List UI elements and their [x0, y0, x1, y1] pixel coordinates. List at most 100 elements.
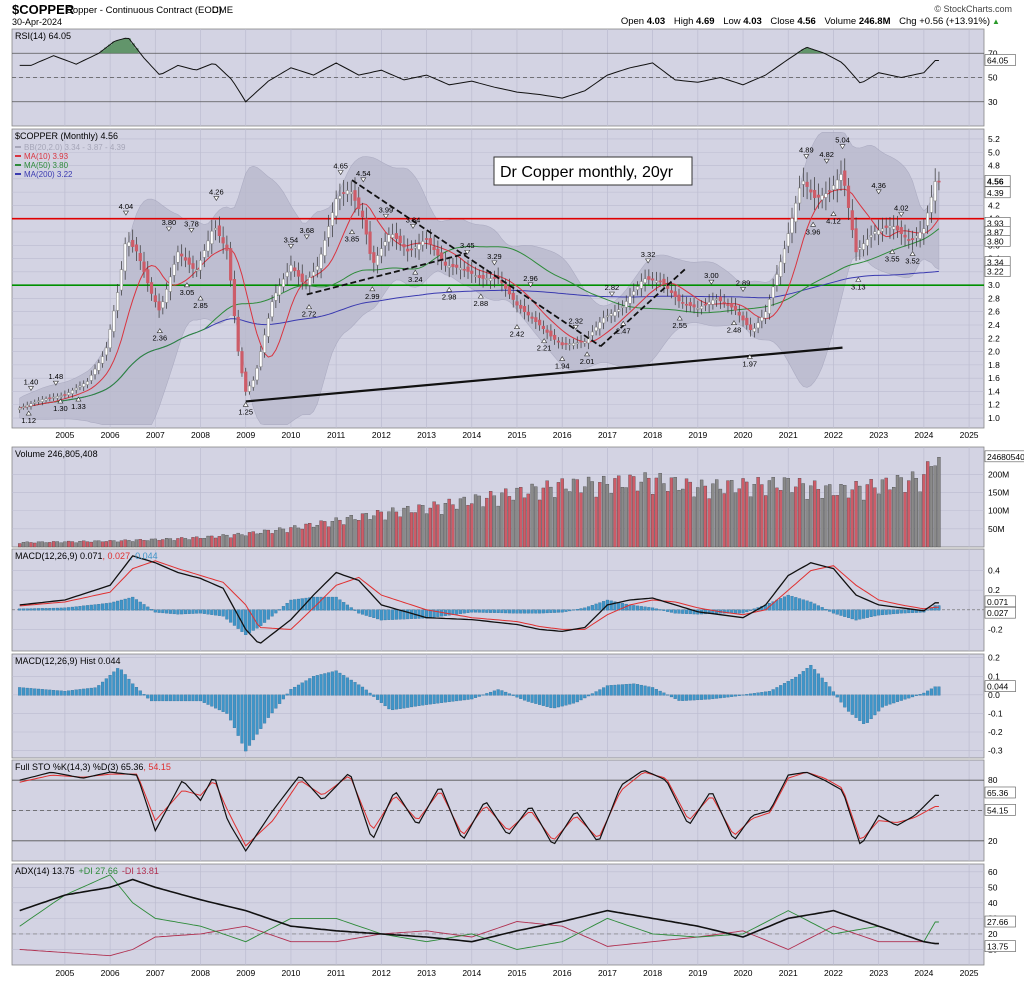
candle-body	[688, 302, 692, 306]
hist-bar	[643, 685, 647, 696]
candle-body	[236, 316, 240, 352]
volume-bar	[824, 485, 828, 548]
volume-bar	[617, 475, 621, 548]
candle-body	[119, 269, 124, 291]
macd-hist-bar	[786, 594, 790, 611]
hist-bar	[846, 694, 851, 712]
rsi-title: RSI(14) 64.05	[15, 31, 71, 41]
price-ytick-label: 1.2	[988, 400, 1000, 410]
hist-bar	[831, 691, 836, 696]
volume-bar	[831, 495, 836, 548]
hist-bar	[850, 694, 854, 715]
candle-body	[767, 298, 772, 314]
volume-bar	[763, 495, 768, 548]
candle-body	[556, 340, 561, 343]
candle-body	[647, 276, 651, 280]
candle-body	[391, 234, 395, 238]
volume-bar	[733, 492, 738, 548]
hist-bar	[583, 694, 587, 699]
candle-body	[489, 278, 493, 282]
price-marker-icon	[810, 221, 817, 227]
volume-bar	[669, 477, 674, 548]
macd-hist-bar	[813, 603, 817, 611]
macd-hist-bar	[198, 609, 203, 614]
macd-hist-bar	[172, 609, 176, 615]
hist-bar	[289, 689, 293, 696]
hist-bar	[620, 684, 625, 696]
candle-body	[180, 253, 184, 257]
price-marker-icon	[889, 249, 896, 254]
low-value: 4.03	[743, 16, 762, 27]
macd-hist-bar	[673, 609, 677, 614]
candle-body	[473, 275, 478, 277]
hist-bar	[624, 684, 628, 696]
volume-bar	[187, 539, 191, 548]
candle-body	[458, 267, 463, 270]
candle-body	[918, 232, 922, 239]
price-annotation: 1.12	[21, 416, 36, 425]
macd-hist-bar	[473, 609, 478, 613]
hist-bar	[786, 681, 790, 696]
candle-body	[707, 301, 711, 305]
candle-body	[492, 276, 496, 279]
macd-hist-bar	[52, 607, 56, 611]
volume-bar	[553, 497, 557, 548]
candle-body	[733, 305, 738, 311]
contract-description: Copper - Continuous Contract (EOD)	[66, 5, 222, 16]
candle-body	[300, 273, 304, 283]
volume-bar	[537, 499, 542, 548]
hist-bar	[36, 688, 41, 696]
hist-bar	[85, 688, 90, 696]
volume-bar	[334, 517, 338, 548]
candle-body	[820, 195, 824, 201]
volume-bar	[790, 492, 794, 548]
macd-hist-bar	[398, 609, 402, 620]
price-title: $COPPER (Monthly) 4.56	[15, 131, 118, 141]
candle-body	[198, 259, 203, 271]
volume-bar	[715, 479, 719, 548]
volume-bar	[296, 527, 301, 548]
hist-bar	[21, 687, 26, 696]
volume-bar	[590, 481, 594, 548]
volume-bar	[319, 520, 323, 548]
macd-hist-bar	[300, 598, 304, 611]
hist-bar	[918, 694, 922, 696]
hist-bar	[440, 694, 444, 703]
price-marker-icon	[803, 154, 810, 160]
candle-body	[522, 306, 527, 313]
price-marker-icon	[746, 354, 753, 359]
hist-bar	[217, 694, 221, 711]
volume-bar	[176, 538, 180, 548]
volume-bar	[240, 534, 244, 548]
candle-body	[805, 181, 809, 187]
hist-bar	[549, 694, 553, 708]
candle-body	[764, 311, 768, 319]
hist-bar	[101, 681, 105, 696]
hist-bar	[443, 694, 447, 703]
hist-bar	[417, 694, 421, 706]
bottom-xtick-label: 2012	[372, 968, 391, 978]
volume-bar	[247, 532, 252, 548]
candle-body	[703, 303, 707, 306]
volume-bar	[730, 480, 734, 548]
volume-bar	[360, 513, 365, 548]
macd-hist-bar	[477, 609, 481, 613]
volume-bar	[123, 539, 127, 548]
adx-title: ADX(14) 13.75 +DI 27.66 -DI 13.81	[15, 866, 159, 876]
price-marker-icon	[875, 189, 882, 195]
macd-hist-bar	[553, 609, 557, 613]
price-annotation: 2.72	[302, 310, 317, 319]
macd-hist-bar	[522, 609, 527, 614]
hist-bar	[266, 694, 270, 718]
volume-bar	[398, 516, 402, 548]
candle-body	[715, 298, 719, 301]
price-marker-icon	[75, 396, 82, 402]
volume-bar	[466, 505, 470, 548]
hist-ytick-label: 0.1	[988, 671, 1000, 681]
hist-bar	[131, 683, 135, 696]
macd-hist-bar	[180, 609, 184, 615]
macd-hist-bar	[308, 597, 312, 611]
candle-body	[304, 282, 308, 285]
macd-hist-bar	[285, 603, 289, 611]
sto-d-current-label: 54.15	[987, 805, 1009, 815]
